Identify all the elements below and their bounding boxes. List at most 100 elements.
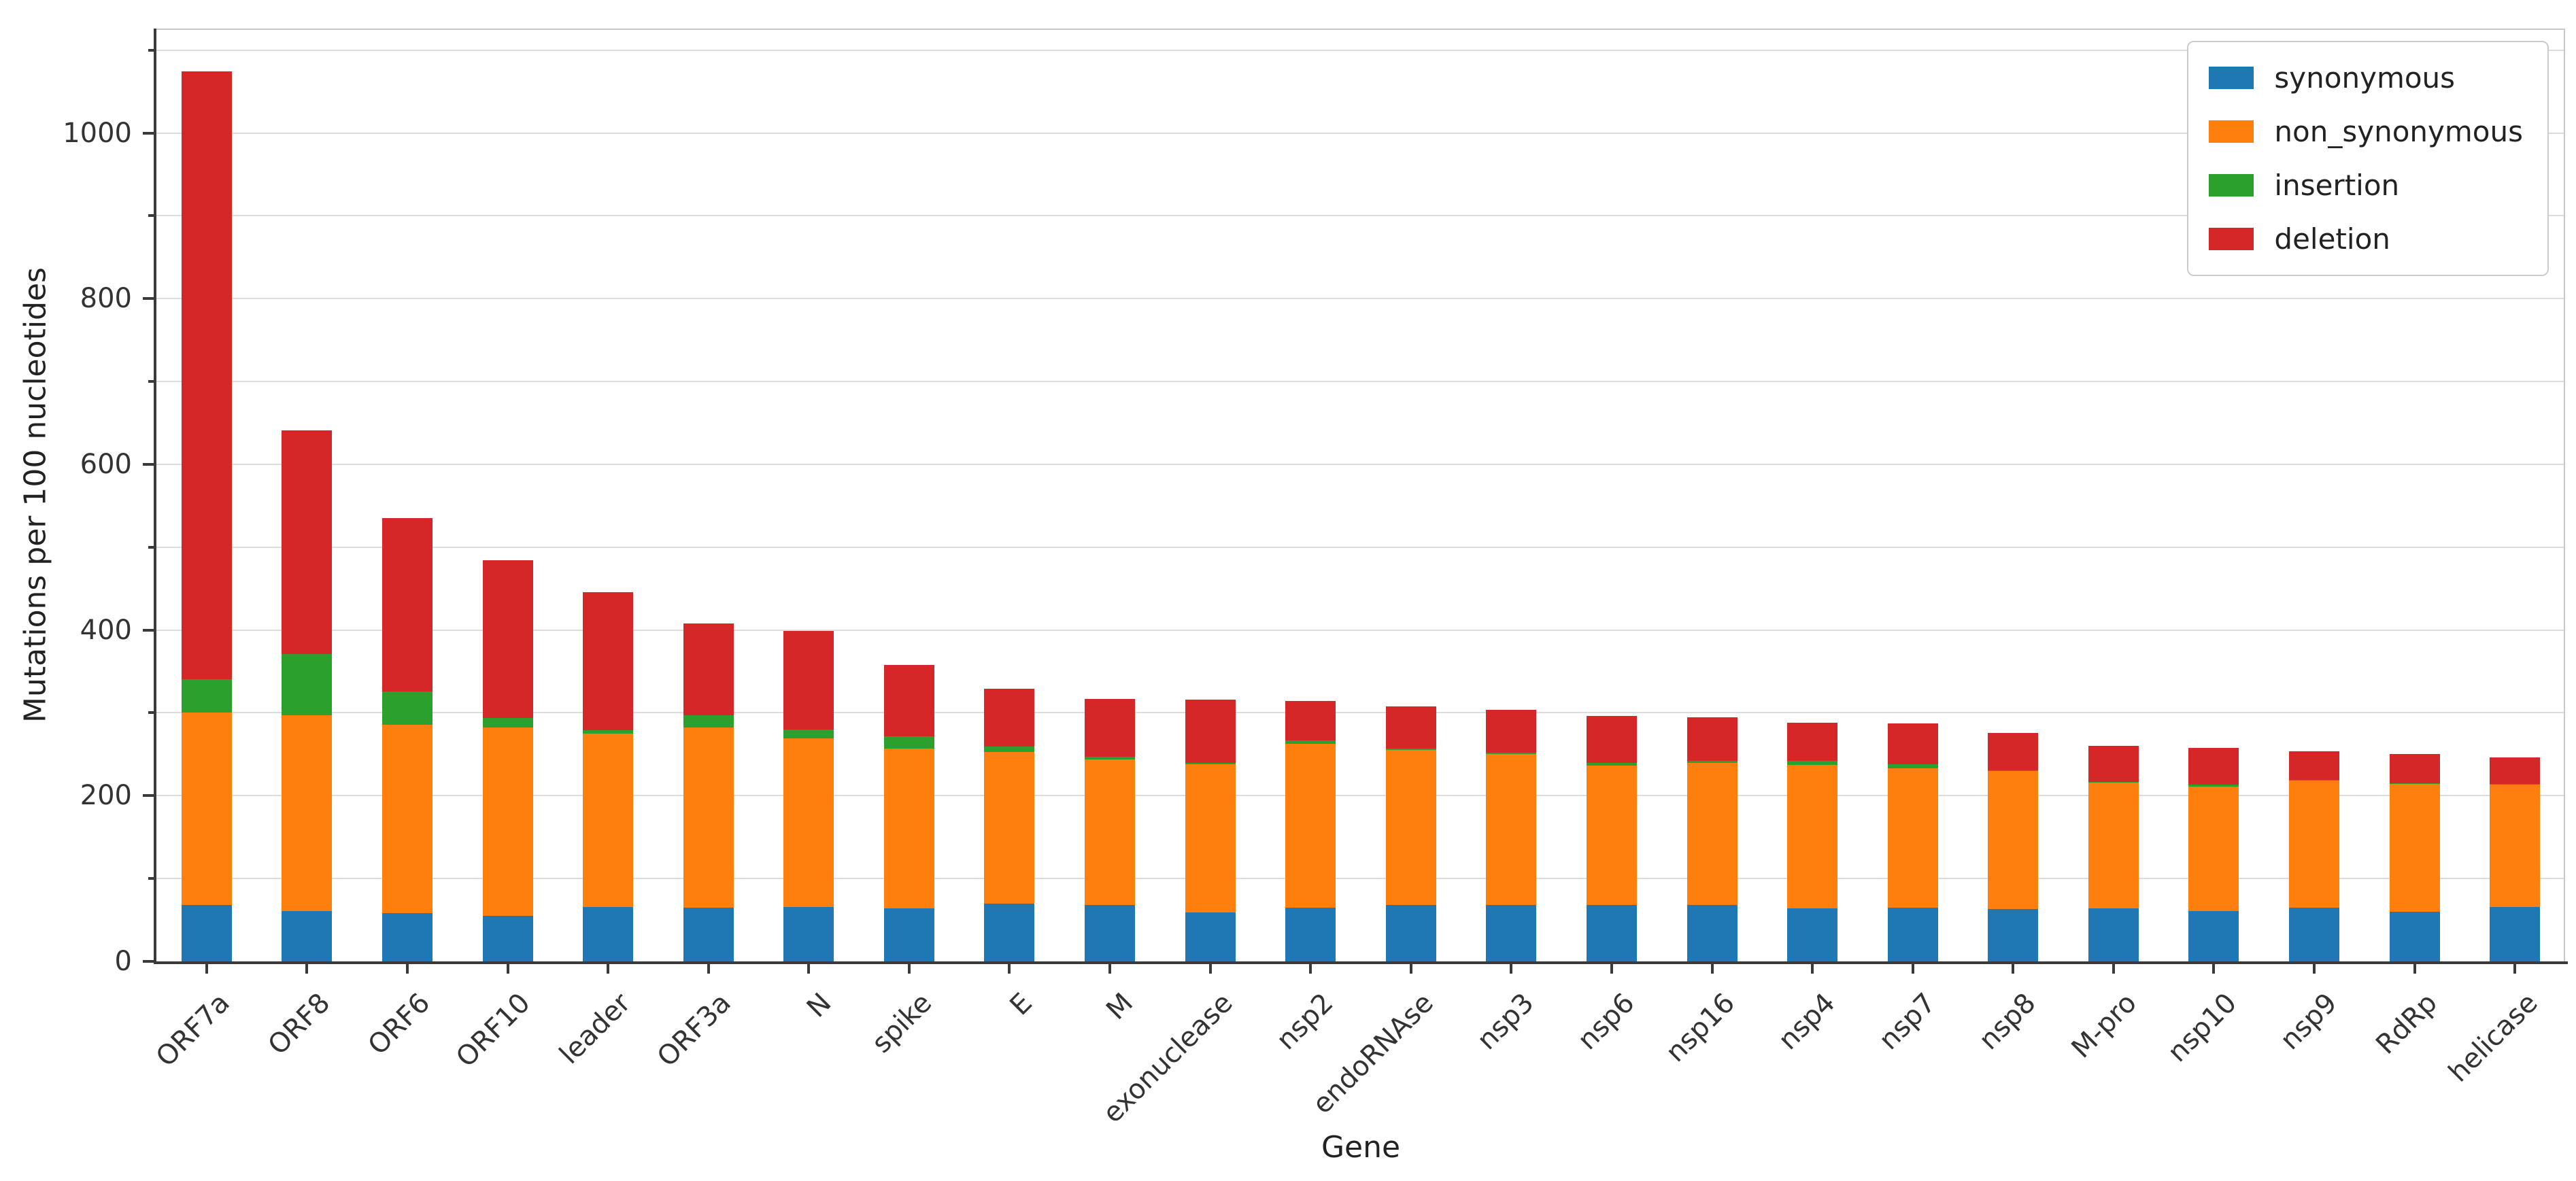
left-spine xyxy=(154,29,156,964)
y-tick-minor xyxy=(148,48,156,52)
x-tick xyxy=(1710,961,1714,974)
x-tick xyxy=(305,961,309,974)
bar-segment-deletion xyxy=(1988,732,2039,770)
bar-segment-synonymous xyxy=(282,910,333,961)
x-tick xyxy=(1510,961,1513,974)
bar-segment-insertion xyxy=(2188,785,2239,787)
y-tick-major xyxy=(143,960,156,963)
bar-segment-deletion xyxy=(683,623,734,716)
bar-segment-insertion xyxy=(1185,762,1236,765)
bar-segment-insertion xyxy=(382,691,433,725)
x-tick-label: nsp4 xyxy=(1772,987,1842,1057)
bar-segment-synonymous xyxy=(984,903,1035,961)
bar-segment-non_synonymous xyxy=(883,748,934,909)
legend-item-insertion: insertion xyxy=(2209,169,2523,202)
bar-segment-insertion xyxy=(1285,740,1336,744)
y-axis-title: Mutations per 100 nucleotides xyxy=(18,267,53,723)
legend-item-deletion: deletion xyxy=(2209,222,2523,256)
x-tick-label: spike xyxy=(866,987,938,1059)
x-tick-label: nsp16 xyxy=(1659,987,1742,1069)
x-axis-title: Gene xyxy=(1321,1130,1401,1165)
top-spine xyxy=(156,29,2565,30)
bar-segment-non_synonymous xyxy=(1787,765,1838,909)
bar-segment-synonymous xyxy=(1486,905,1537,961)
legend-swatch-icon xyxy=(2209,67,2254,89)
gridline-y-800 xyxy=(156,298,2565,300)
x-tick xyxy=(1610,961,1613,974)
bar-segment-non_synonymous xyxy=(382,724,433,914)
legend-item-synonymous: synonymous xyxy=(2209,61,2523,95)
bar-segment-non_synonymous xyxy=(1988,770,2039,910)
y-tick-label: 800 xyxy=(80,283,132,315)
legend-label: deletion xyxy=(2274,222,2390,256)
bar-segment-synonymous xyxy=(2289,907,2340,961)
bar-segment-synonymous xyxy=(1687,905,1738,961)
gridline-y-700 xyxy=(156,381,2565,383)
y-tick-minor xyxy=(148,877,156,880)
bar-segment-non_synonymous xyxy=(282,715,333,911)
bar-segment-synonymous xyxy=(2490,906,2541,961)
bar-segment-deletion xyxy=(282,430,333,654)
bar-segment-insertion xyxy=(1787,761,1838,766)
bar-segment-insertion xyxy=(783,729,834,739)
x-tick-label: ORF10 xyxy=(450,987,537,1074)
gridline-y-500 xyxy=(156,546,2565,548)
bar-segment-deletion xyxy=(482,560,533,718)
y-tick-major xyxy=(143,794,156,798)
bar-segment-insertion xyxy=(683,715,734,728)
bar-segment-non_synonymous xyxy=(2289,781,2340,908)
bar-segment-deletion xyxy=(583,592,634,731)
gridline-y-200 xyxy=(156,795,2565,797)
bar-segment-deletion xyxy=(1185,699,1236,763)
bar-segment-insertion xyxy=(1486,752,1537,755)
bar-segment-non_synonymous xyxy=(2188,786,2239,911)
bar-segment-insertion xyxy=(282,653,333,716)
y-tick-minor xyxy=(148,214,156,218)
x-tick-label: ORF7a xyxy=(150,987,236,1074)
bar-segment-deletion xyxy=(1687,717,1738,761)
bar-segment-synonymous xyxy=(783,906,834,961)
bar-segment-non_synonymous xyxy=(583,733,634,907)
bar-segment-deletion xyxy=(1385,706,1436,749)
y-tick-label: 0 xyxy=(114,946,132,977)
x-tick-label: nsp2 xyxy=(1270,987,1340,1057)
x-tick xyxy=(2413,961,2416,974)
bar-segment-non_synonymous xyxy=(783,738,834,907)
bar-segment-insertion xyxy=(2289,780,2340,781)
bar-segment-insertion xyxy=(984,747,1035,752)
legend-label: non_synonymous xyxy=(2274,115,2523,148)
gridline-y-900 xyxy=(156,215,2565,217)
bar-segment-synonymous xyxy=(2188,910,2239,961)
x-tick-label: E xyxy=(1004,987,1038,1022)
bar-segment-synonymous xyxy=(1185,912,1236,961)
y-tick-minor xyxy=(148,545,156,549)
bar-segment-insertion xyxy=(1687,761,1738,763)
bar-segment-non_synonymous xyxy=(1185,764,1236,913)
bar-segment-non_synonymous xyxy=(2389,784,2440,912)
bar-segment-deletion xyxy=(382,518,433,691)
bar-segment-deletion xyxy=(984,689,1035,747)
y-tick-minor xyxy=(148,711,156,715)
bar-segment-non_synonymous xyxy=(1385,750,1436,906)
bar-segment-insertion xyxy=(2088,781,2139,783)
bar-segment-non_synonymous xyxy=(181,713,232,906)
legend-swatch-icon xyxy=(2209,174,2254,196)
x-tick xyxy=(205,961,208,974)
x-tick-label: leader xyxy=(554,987,637,1071)
bar-segment-insertion xyxy=(181,679,232,713)
bar-segment-synonymous xyxy=(2088,908,2139,961)
bar-segment-deletion xyxy=(1586,716,1637,763)
bar-segment-non_synonymous xyxy=(1687,762,1738,906)
y-tick-label: 600 xyxy=(80,448,132,480)
x-tick xyxy=(2012,961,2015,974)
bar-segment-synonymous xyxy=(583,906,634,961)
gridline-y-100 xyxy=(156,878,2565,880)
bar-segment-deletion xyxy=(1787,723,1838,761)
x-tick-label: M-pro xyxy=(2065,987,2143,1065)
x-tick-label: nsp9 xyxy=(2274,987,2343,1057)
bar-segment-deletion xyxy=(1085,698,1136,757)
gridline-y-400 xyxy=(156,629,2565,631)
x-tick-label: ORF8 xyxy=(262,987,336,1061)
legend-label: synonymous xyxy=(2274,61,2456,95)
